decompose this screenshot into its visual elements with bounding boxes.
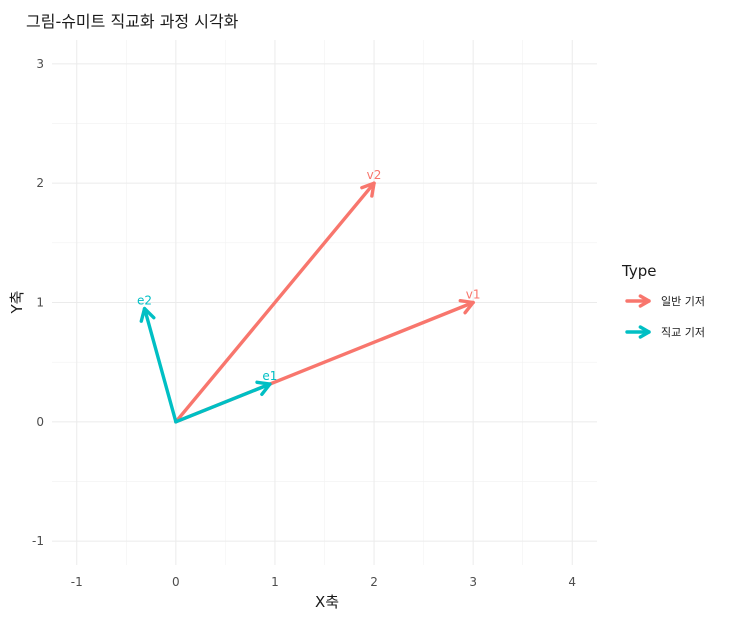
vector-arrowhead [360,181,376,198]
x-tick-label: -1 [71,575,83,589]
x-tick-label: 0 [172,575,180,589]
y-tick-label: -1 [32,534,44,548]
vector-arrowhead [255,380,272,397]
grid-lines [52,40,597,565]
y-tick-labels: -1 0 1 2 3 [32,57,44,548]
vector-label: e1 [262,369,277,383]
legend-label: 일반 기저 [661,294,705,308]
x-tick-labels: -1 0 1 2 3 4 [71,575,576,589]
vector-arrowhead [638,294,651,308]
vector-v2 [174,181,376,424]
x-tick-label: 1 [271,575,279,589]
vector-arrowhead [458,298,475,315]
vector-e1 [174,380,272,424]
vector-e2 [139,306,178,424]
x-tick-label: 4 [568,575,576,589]
vector-label: v2 [367,168,382,182]
legend-title: Type [621,262,656,280]
x-tick-label: 3 [469,575,477,589]
vector-arrowhead [139,306,156,323]
vector-label: v1 [466,288,481,302]
chart-title: 그림-슈미트 직교화 과정 시각화 [26,12,239,31]
y-axis-title: Y축 [8,291,26,315]
legend-item: 일반 기저 [625,294,705,308]
vector-shaft [142,306,178,424]
legend-label: 직교 기저 [661,326,705,339]
x-tick-label: 2 [370,575,378,589]
x-axis-title: X축 [315,593,339,611]
y-tick-label: 0 [36,415,44,429]
y-tick-label: 3 [36,57,44,71]
vector-shaft [174,382,272,424]
legend-item: 직교 기저 [625,325,705,339]
y-tick-label: 1 [36,296,44,310]
vector-layer: v1 v2 e1 e2 [137,168,481,424]
vector-shaft [174,181,376,424]
vector-arrowhead [638,325,651,339]
y-tick-label: 2 [36,176,44,190]
vector-label: e2 [137,294,152,308]
